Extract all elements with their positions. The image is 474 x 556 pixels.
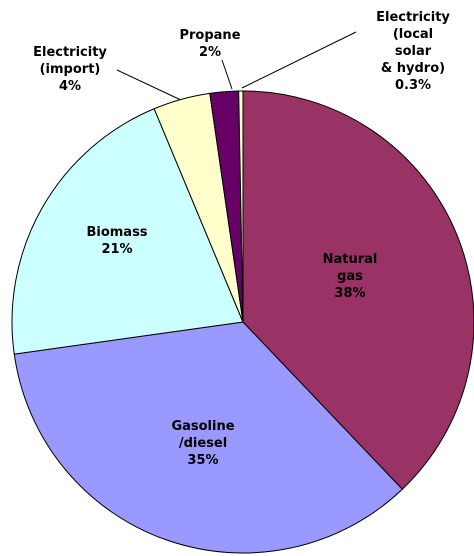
- pie-slice: [13, 321, 404, 554]
- value-label: 4%: [58, 79, 82, 94]
- category-label: Electricity (local solar & hydro): [376, 10, 450, 76]
- value-label: 35%: [187, 453, 219, 468]
- category-label: Electricity (import): [33, 45, 107, 77]
- slice-label: Biomass 21%: [86, 224, 147, 258]
- pie-slice: [238, 90, 244, 323]
- slice-label: Electricity (import) 4%: [33, 44, 107, 95]
- pie-slice: [11, 108, 244, 355]
- category-label: Gasoline /diesel: [171, 419, 235, 451]
- slice-label: Propane 2%: [179, 27, 240, 61]
- slice-label: Natural gas 38%: [323, 251, 378, 302]
- value-label: 21%: [101, 242, 133, 257]
- value-label: 2%: [198, 45, 222, 60]
- slice-label: Gasoline /diesel 35%: [171, 418, 234, 469]
- leader-line: [241, 31, 357, 89]
- leader-line: [116, 69, 184, 102]
- category-label: Biomass: [86, 225, 148, 240]
- slice-label: Electricity (local solar & hydro) 0.3%: [376, 9, 450, 94]
- value-label: 0.3%: [394, 78, 432, 93]
- value-label: 38%: [334, 286, 366, 301]
- leader-line: [221, 59, 233, 90]
- category-label: Propane: [179, 28, 241, 43]
- category-label: Natural gas: [322, 252, 378, 284]
- pie-slice: [242, 90, 474, 490]
